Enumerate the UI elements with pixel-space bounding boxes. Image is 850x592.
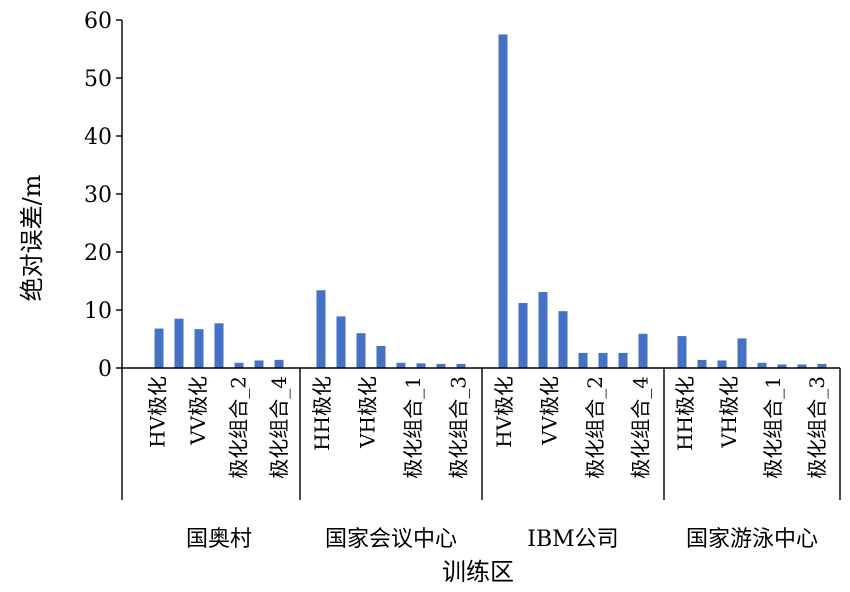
x-category-label: 极化组合_4 bbox=[267, 376, 291, 479]
x-category-label: HH极化 bbox=[310, 376, 334, 451]
bar bbox=[737, 338, 747, 368]
y-tick-label: 40 bbox=[84, 125, 112, 150]
x-category-label: HV极化 bbox=[492, 376, 516, 448]
bar bbox=[376, 345, 386, 368]
bar bbox=[538, 292, 548, 368]
x-group-label: 国奥村 bbox=[186, 527, 252, 552]
y-tick-label: 60 bbox=[84, 9, 112, 34]
x-axis-title: 训练区 bbox=[442, 558, 514, 586]
bar bbox=[697, 359, 707, 368]
bar bbox=[578, 352, 588, 368]
x-category-label: 极化组合_4 bbox=[628, 376, 652, 479]
x-group-label: 国家会议中心 bbox=[325, 527, 457, 552]
bar bbox=[797, 364, 807, 368]
bar bbox=[234, 362, 244, 368]
x-category-label: 极化组合_3 bbox=[805, 376, 829, 479]
x-category-label: VV极化 bbox=[537, 376, 561, 446]
bar bbox=[214, 323, 224, 368]
y-axis: 0 10 20 30 40 50 60 bbox=[84, 9, 123, 382]
bar bbox=[677, 336, 687, 368]
bar bbox=[194, 329, 204, 368]
y-tick-label: 50 bbox=[84, 67, 112, 92]
bar bbox=[817, 363, 827, 368]
x-category-label: VV极化 bbox=[186, 376, 210, 446]
x-category-label: VH极化 bbox=[355, 376, 379, 449]
y-tick-label: 20 bbox=[84, 241, 112, 266]
bar bbox=[757, 362, 767, 368]
x-category-label: 极化组合_1 bbox=[761, 376, 785, 479]
y-tick-label: 30 bbox=[84, 183, 112, 208]
bar bbox=[518, 303, 528, 368]
x-category-label: 极化组合_2 bbox=[226, 376, 250, 479]
bar bbox=[254, 360, 264, 368]
y-axis-title: 绝对误差/m bbox=[18, 174, 46, 301]
bar bbox=[456, 363, 466, 368]
bar bbox=[336, 316, 346, 368]
bar bbox=[154, 328, 164, 368]
bar bbox=[274, 359, 284, 368]
bar bbox=[436, 363, 446, 368]
bar bbox=[356, 333, 366, 368]
bar bbox=[717, 360, 727, 368]
bar bbox=[777, 364, 787, 368]
x-category-label: 极化组合_3 bbox=[446, 376, 470, 479]
x-category-label: 极化组合_1 bbox=[401, 376, 425, 479]
bar bbox=[618, 352, 628, 368]
x-category-label: VH极化 bbox=[717, 376, 741, 449]
x-category-label: HV极化 bbox=[145, 376, 169, 448]
bars bbox=[154, 34, 827, 368]
bar bbox=[638, 333, 648, 368]
x-group-label: IBM公司 bbox=[527, 527, 618, 552]
y-tick-label: 10 bbox=[84, 299, 112, 324]
bar bbox=[316, 290, 326, 368]
x-category-label: HH极化 bbox=[673, 376, 697, 451]
bar bbox=[416, 363, 426, 368]
bar bbox=[174, 318, 184, 368]
x-category-label: 极化组合_2 bbox=[583, 376, 607, 479]
y-tick-label: 0 bbox=[98, 357, 112, 382]
bar bbox=[498, 34, 508, 368]
x-group-label: 国家游泳中心 bbox=[686, 527, 818, 552]
bar bbox=[558, 311, 568, 368]
bar bbox=[598, 352, 608, 368]
bar bbox=[396, 362, 406, 368]
